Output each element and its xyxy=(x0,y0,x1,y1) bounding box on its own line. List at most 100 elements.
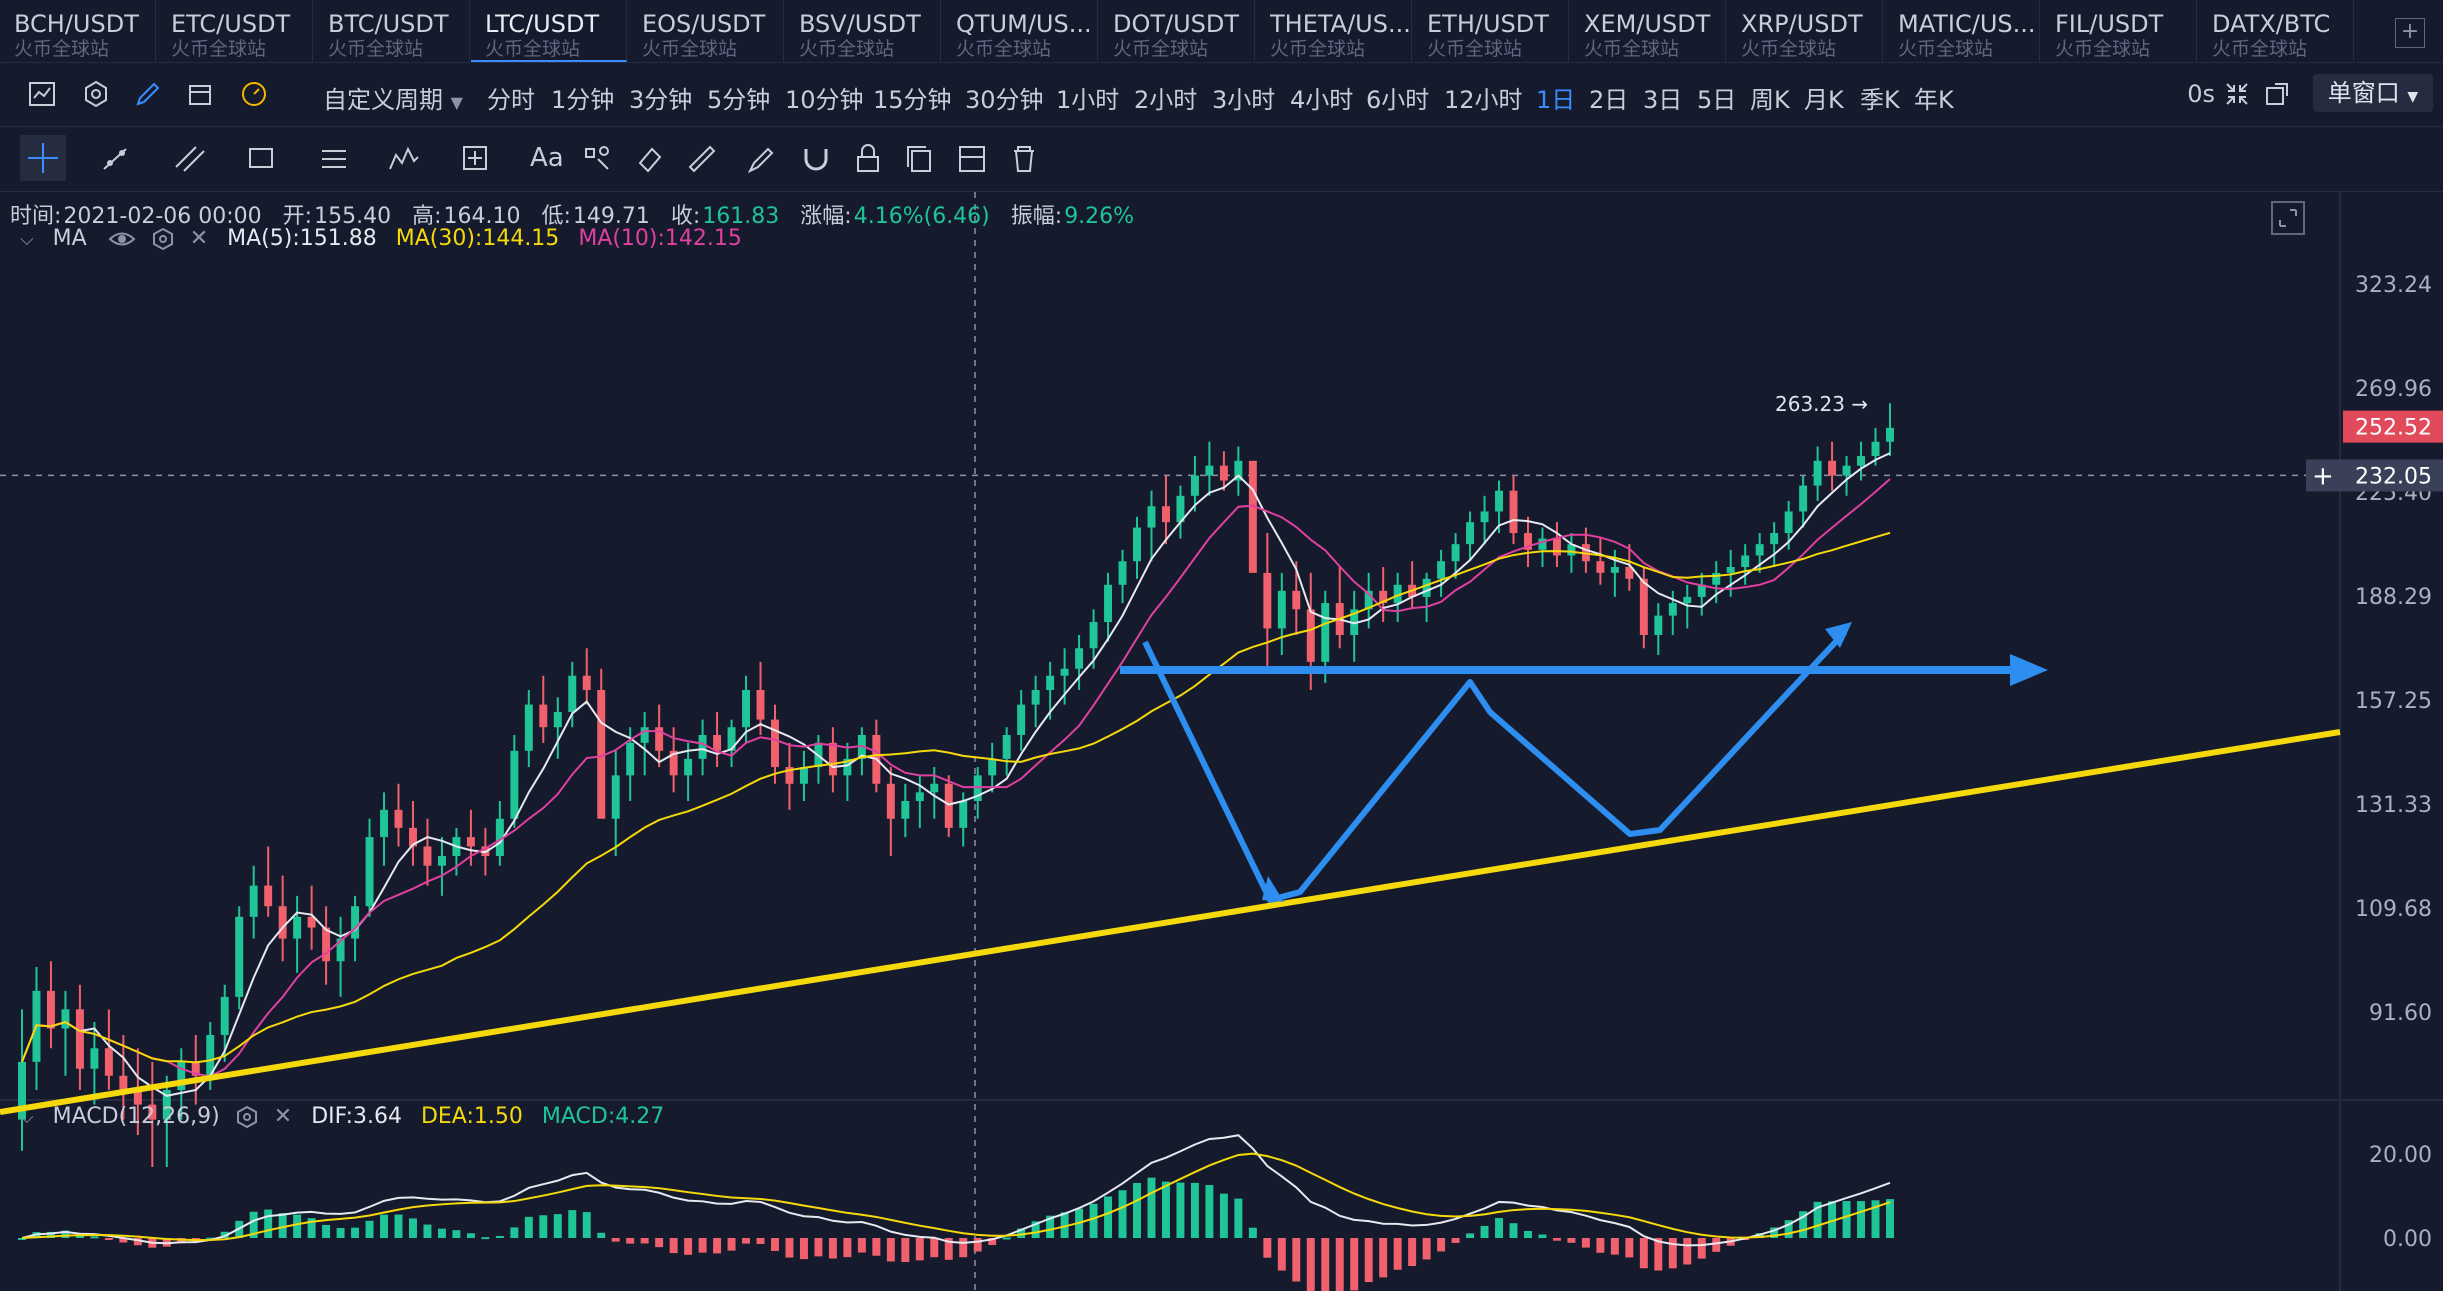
macd-histogram-bar xyxy=(1176,1182,1185,1238)
channel-icon[interactable] xyxy=(172,141,208,177)
candle-body xyxy=(1886,427,1894,442)
eraser-icon[interactable] xyxy=(632,141,668,177)
period-14[interactable]: 2日 xyxy=(1589,86,1629,114)
tab-symbol: QTUM/US... xyxy=(956,10,1092,38)
magnet-icon[interactable] xyxy=(798,141,834,177)
tab-matic-us-[interactable]: MATIC/US... 火币全球站 xyxy=(1884,0,2040,62)
tab-symbol: DOT/USDT xyxy=(1113,10,1240,38)
draw-pen-icon[interactable] xyxy=(132,78,164,110)
fullscreen-icon[interactable] xyxy=(2270,200,2306,236)
settings-icon[interactable] xyxy=(151,227,175,251)
candle-body xyxy=(437,856,446,866)
ma-name: MA xyxy=(52,226,87,251)
crosshair-tool[interactable] xyxy=(20,135,66,181)
zigzag-arrowhead xyxy=(1825,622,1852,648)
period-10[interactable]: 4小时 xyxy=(1290,86,1354,114)
tab-dot-usdt[interactable]: DOT/USDT 火币全球站 xyxy=(1099,0,1255,62)
text-tool-icon[interactable]: Aa xyxy=(530,143,564,173)
ruler-icon[interactable] xyxy=(684,141,720,177)
candle-body xyxy=(727,727,736,751)
chevron-down-icon[interactable]: ⌵ xyxy=(20,1107,34,1128)
macd-histogram-bar xyxy=(466,1233,475,1238)
period-4[interactable]: 10分钟 xyxy=(785,86,864,114)
candle-body xyxy=(1567,544,1576,556)
tab-fil-usdt[interactable]: FIL/USDT 火币全球站 xyxy=(2041,0,2197,62)
template-icon[interactable] xyxy=(184,78,216,110)
macd-histogram-bar xyxy=(799,1238,808,1260)
indicator-icon[interactable] xyxy=(26,78,58,110)
tab-qtum-us-[interactable]: QTUM/US... 火币全球站 xyxy=(942,0,1098,62)
tab-etc-usdt[interactable]: ETC/USDT 火币全球站 xyxy=(157,0,313,62)
period-11[interactable]: 6小时 xyxy=(1366,86,1430,114)
tab-theta-us-[interactable]: THETA/US... 火币全球站 xyxy=(1256,0,1412,62)
period-19[interactable]: 季K xyxy=(1860,86,1900,114)
tab-xrp-usdt[interactable]: XRP/USDT 火币全球站 xyxy=(1727,0,1883,62)
eye-icon[interactable] xyxy=(108,228,136,250)
brush-icon[interactable] xyxy=(744,141,780,177)
tab-xem-usdt[interactable]: XEM/USDT 火币全球站 xyxy=(1570,0,1726,62)
ma5-line xyxy=(21,452,1891,1097)
macd-histogram-bar xyxy=(90,1236,99,1239)
measure-icon[interactable] xyxy=(458,141,494,177)
close-icon[interactable]: ✕ xyxy=(189,226,209,251)
period-0[interactable]: 分时 xyxy=(487,86,535,114)
chart-area[interactable]: 323.24 269.96 225.40 188.29 157.25 131.33 109.… xyxy=(0,192,2443,1291)
tab-eos-usdt[interactable]: EOS/USDT 火币全球站 xyxy=(628,0,784,62)
custom-period-select[interactable]: 自定义周期 ▼ xyxy=(323,86,463,114)
candle-body xyxy=(1147,506,1156,528)
period-2[interactable]: 3分钟 xyxy=(629,86,693,114)
pattern-icon[interactable] xyxy=(580,141,616,177)
chevron-down-icon[interactable]: ⌵ xyxy=(20,229,34,250)
period-20[interactable]: 年K xyxy=(1914,86,1954,114)
period-6[interactable]: 30分钟 xyxy=(965,86,1044,114)
layers-icon[interactable] xyxy=(954,141,990,177)
period-17[interactable]: 周K xyxy=(1750,86,1790,114)
period-8[interactable]: 2小时 xyxy=(1134,86,1198,114)
period-12[interactable]: 12小时 xyxy=(1444,86,1523,114)
rectangle-icon[interactable] xyxy=(244,141,280,177)
tab-bch-usdt[interactable]: BCH/USDT 火币全球站 xyxy=(0,0,156,62)
lock-icon[interactable] xyxy=(850,141,886,177)
period-18[interactable]: 月K xyxy=(1804,86,1844,114)
fib-icon[interactable] xyxy=(316,141,352,177)
macd-histogram-bar xyxy=(1219,1193,1228,1238)
macd-histogram-bar xyxy=(18,1238,26,1240)
candle-body xyxy=(843,758,852,776)
settings-icon[interactable] xyxy=(235,1105,259,1129)
macd-histogram-bar xyxy=(915,1238,924,1261)
tab-symbol: BTC/USDT xyxy=(328,10,449,38)
tab-datx-btc[interactable]: DATX/BTC 火币全球站 xyxy=(2198,0,2354,62)
candle-body xyxy=(1755,544,1764,556)
trendline-icon[interactable] xyxy=(98,141,134,177)
macd-histogram-bar xyxy=(1234,1198,1243,1238)
candle-body xyxy=(1234,460,1243,481)
close-icon[interactable]: ✕ xyxy=(273,1104,293,1129)
copy-icon[interactable] xyxy=(902,141,938,177)
period-3[interactable]: 5分钟 xyxy=(707,86,771,114)
period-15[interactable]: 3日 xyxy=(1643,86,1683,114)
tab-ltc-usdt[interactable]: LTC/USDT 火币全球站 xyxy=(471,0,627,62)
popout-icon[interactable] xyxy=(2261,78,2293,110)
add-tab-button[interactable]: + xyxy=(2395,18,2425,48)
period-7[interactable]: 1小时 xyxy=(1056,86,1120,114)
period-13[interactable]: 1日 xyxy=(1536,86,1576,114)
trash-icon[interactable] xyxy=(1006,141,1042,177)
tab-eth-usdt[interactable]: ETH/USDT 火币全球站 xyxy=(1413,0,1569,62)
wave-icon[interactable] xyxy=(386,141,422,177)
price-axis-label: 109.68 xyxy=(2355,897,2432,922)
settings-icon[interactable] xyxy=(80,78,112,110)
tab-btc-usdt[interactable]: BTC/USDT 火币全球站 xyxy=(314,0,470,62)
candle-body xyxy=(206,1034,215,1076)
period-1[interactable]: 1分钟 xyxy=(551,86,615,114)
period-9[interactable]: 3小时 xyxy=(1212,86,1276,114)
candlestick-chart[interactable]: 323.24269.96225.40188.29157.25131.33109.… xyxy=(0,192,2443,1291)
window-mode-select[interactable]: 单窗口 ▼ xyxy=(2313,74,2433,112)
collapse-icon[interactable] xyxy=(2221,78,2253,110)
candle-body xyxy=(104,1048,113,1076)
macd-name: MACD(12,26,9) xyxy=(52,1104,220,1129)
period-5[interactable]: 15分钟 xyxy=(873,86,952,114)
tab-bsv-usdt[interactable]: BSV/USDT 火币全球站 xyxy=(785,0,941,62)
alert-icon[interactable] xyxy=(238,78,270,110)
tab-symbol: ETH/USDT xyxy=(1427,10,1549,38)
period-16[interactable]: 5日 xyxy=(1697,86,1737,114)
